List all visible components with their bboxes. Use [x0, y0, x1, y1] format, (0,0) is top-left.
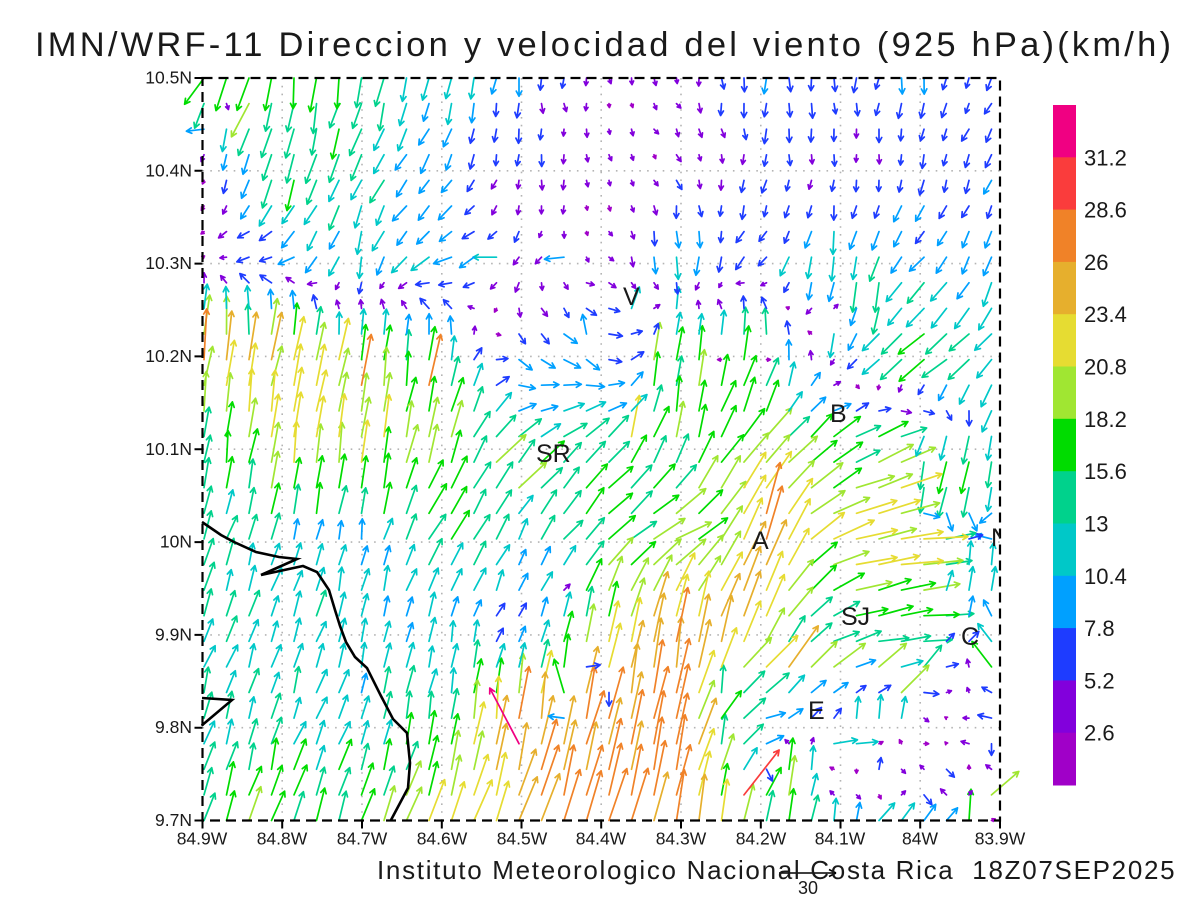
svg-text:10.4: 10.4 [1084, 564, 1127, 589]
svg-text:84W: 84W [902, 829, 938, 849]
svg-text:31.2: 31.2 [1084, 145, 1127, 170]
svg-text:84.2W: 84.2W [736, 829, 787, 849]
svg-text:10.3N: 10.3N [145, 253, 192, 273]
svg-text:V: V [623, 283, 640, 311]
svg-text:26: 26 [1084, 250, 1108, 275]
svg-text:9.8N: 9.8N [155, 717, 192, 737]
svg-text:84.6W: 84.6W [417, 829, 468, 849]
svg-text:18.2: 18.2 [1084, 407, 1127, 432]
svg-text:N: N [991, 524, 1009, 552]
svg-text:84.3W: 84.3W [656, 829, 707, 849]
svg-text:84.8W: 84.8W [257, 829, 308, 849]
svg-text:9.7N: 9.7N [155, 810, 192, 830]
svg-text:84.9W: 84.9W [177, 829, 228, 849]
svg-text:E: E [808, 697, 825, 725]
svg-text:9.9N: 9.9N [155, 624, 192, 644]
svg-text:Instituto Meteorologico Nacion: Instituto Meteorologico Nacional Costa R… [377, 855, 1176, 885]
svg-text:10.2N: 10.2N [145, 346, 192, 366]
svg-text:83.9W: 83.9W [975, 829, 1026, 849]
svg-text:84.7W: 84.7W [337, 829, 388, 849]
svg-text:10N: 10N [160, 532, 192, 552]
svg-text:15.6: 15.6 [1084, 459, 1127, 484]
svg-text:84.4W: 84.4W [576, 829, 627, 849]
svg-text:84.1W: 84.1W [815, 829, 866, 849]
svg-text:5.2: 5.2 [1084, 668, 1115, 693]
svg-text:84.5W: 84.5W [497, 829, 548, 849]
svg-text:SJ: SJ [841, 603, 870, 631]
svg-text:C: C [961, 623, 979, 651]
svg-text:IMN/WRF-11 Direccion y velocid: IMN/WRF-11 Direccion y velocidad del vie… [35, 26, 1174, 64]
svg-text:13: 13 [1084, 512, 1108, 537]
svg-text:10.4N: 10.4N [145, 160, 192, 180]
svg-text:10.1N: 10.1N [145, 439, 192, 459]
svg-text:B: B [830, 400, 847, 428]
svg-text:23.4: 23.4 [1084, 302, 1127, 327]
svg-text:SR: SR [536, 440, 571, 468]
svg-text:2.6: 2.6 [1084, 721, 1115, 746]
svg-text:7.8: 7.8 [1084, 616, 1115, 641]
svg-text:28.6: 28.6 [1084, 198, 1127, 223]
svg-text:10.5N: 10.5N [145, 68, 192, 88]
svg-text:A: A [752, 527, 769, 555]
svg-text:20.8: 20.8 [1084, 355, 1127, 380]
svg-text:30: 30 [798, 878, 818, 898]
